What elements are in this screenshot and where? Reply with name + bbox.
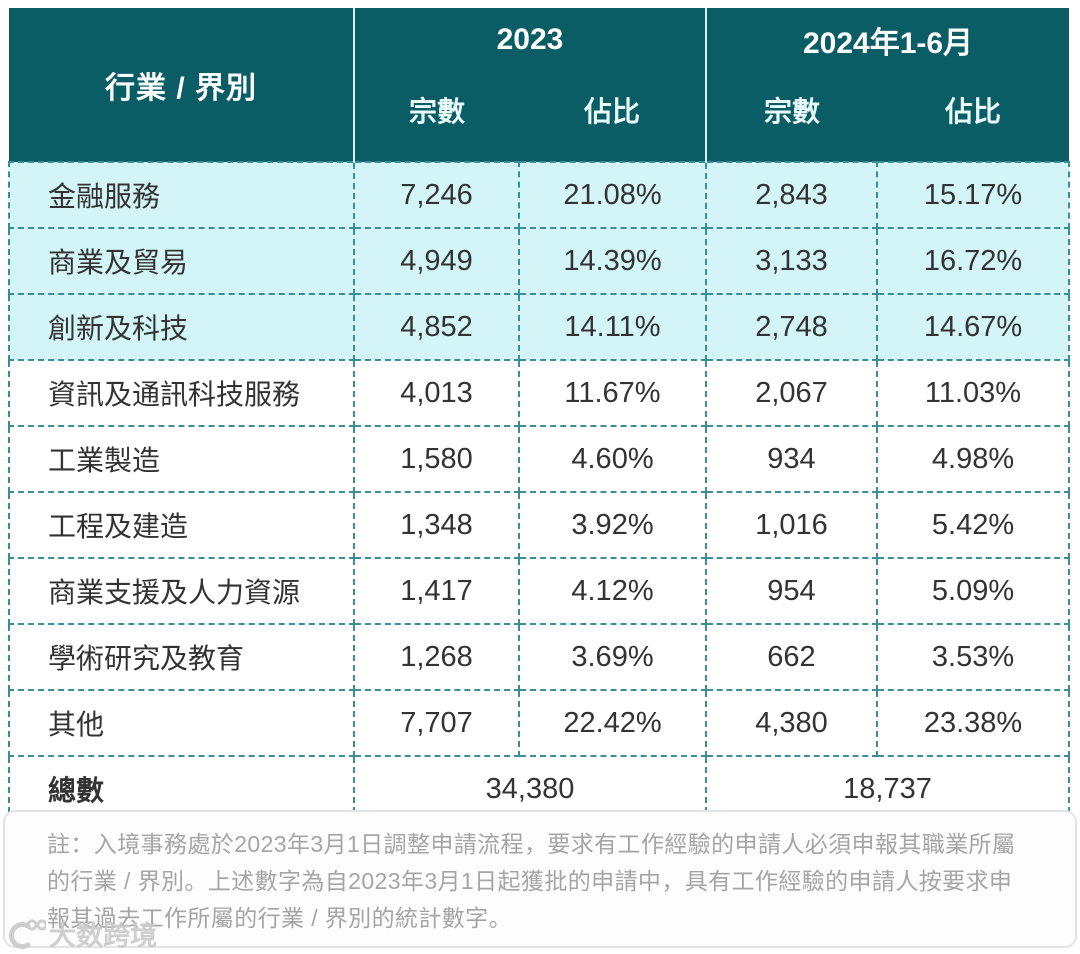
cases-2023-cell: 1,580 <box>353 425 520 493</box>
industry-cell: 創新及科技 <box>8 293 355 361</box>
cases-2023-cell: 4,852 <box>353 293 520 361</box>
cases-2023-cell: 4,949 <box>353 227 520 295</box>
cases-2023-cell: 4,013 <box>353 359 520 427</box>
cases-2023-cell: 1,268 <box>353 623 520 691</box>
header-year-2023: 2023 <box>353 8 706 72</box>
table-row: 工程及建造 1,348 3.92% 1,016 5.42% <box>8 491 1071 559</box>
industry-cell: 資訊及通訊科技服務 <box>8 359 355 427</box>
cases-2024-cell: 2,843 <box>705 161 878 229</box>
share-2024-cell: 11.03% <box>875 359 1071 427</box>
share-2024-cell: 3.53% <box>875 623 1071 691</box>
share-2023-cell: 14.11% <box>518 293 707 361</box>
industry-cell: 商業支援及人力資源 <box>8 557 355 625</box>
industry-stats-table: 行業 / 界別 2023 2024年1-6月 宗數 佔比 宗數 佔比 金融服務 … <box>8 8 1071 823</box>
cases-2023-cell: 1,417 <box>353 557 520 625</box>
cases-2024-cell: 4,380 <box>705 689 878 757</box>
header-industry: 行業 / 界別 <box>9 8 354 162</box>
table-row: 商業及貿易 4,949 14.39% 3,133 16.72% <box>8 227 1071 295</box>
cases-2024-cell: 3,133 <box>705 227 878 295</box>
cases-2024-cell: 2,067 <box>705 359 878 427</box>
cases-2023-cell: 7,707 <box>353 689 520 757</box>
table-row: 工業製造 1,580 4.60% 934 4.98% <box>8 425 1071 493</box>
header-share-2023: 佔比 <box>519 72 706 162</box>
table-row: 學術研究及教育 1,268 3.69% 662 3.53% <box>8 623 1071 691</box>
industry-cell: 其他 <box>8 689 355 757</box>
share-2024-cell: 5.42% <box>875 491 1071 559</box>
footnote-box: 註：入境事務處於2023年3月1日調整申請流程，要求有工作經驗的申請人必須申報其… <box>3 810 1077 948</box>
cases-2024-cell: 934 <box>705 425 878 493</box>
header-year-2024: 2024年1-6月 <box>704 8 1070 72</box>
share-2023-cell: 3.92% <box>518 491 707 559</box>
cases-2024-cell: 1,016 <box>705 491 878 559</box>
cases-2024-cell: 2,748 <box>705 293 878 361</box>
industry-cell: 學術研究及教育 <box>8 623 355 691</box>
share-2024-cell: 14.67% <box>875 293 1071 361</box>
cases-2024-cell: 954 <box>705 557 878 625</box>
cases-2023-cell: 1,348 <box>353 491 520 559</box>
industry-cell: 商業及貿易 <box>8 227 355 295</box>
table-row: 創新及科技 4,852 14.11% 2,748 14.67% <box>8 293 1071 361</box>
watermark-text: 大数跨境 <box>49 921 157 951</box>
share-2023-cell: 22.42% <box>518 689 707 757</box>
share-2023-cell: 4.60% <box>518 425 707 493</box>
share-2024-cell: 5.09% <box>875 557 1071 625</box>
share-2024-cell: 4.98% <box>875 425 1071 493</box>
table-header: 行業 / 界別 2023 2024年1-6月 宗數 佔比 宗數 佔比 <box>9 8 1070 162</box>
share-2023-cell: 11.67% <box>518 359 707 427</box>
header-share-2024: 佔比 <box>877 72 1070 162</box>
watermark: 大数跨境 <box>4 914 157 953</box>
footnote-text: 註：入境事務處於2023年3月1日調整申請流程，要求有工作經驗的申請人必須申報其… <box>47 831 1016 931</box>
table-body: 金融服務 7,246 21.08% 2,843 15.17% 商業及貿易 4,9… <box>8 161 1071 823</box>
share-2023-cell: 3.69% <box>518 623 707 691</box>
table-row: 金融服務 7,246 21.08% 2,843 15.17% <box>8 161 1071 229</box>
share-2024-cell: 23.38% <box>875 689 1071 757</box>
header-cases-2024: 宗數 <box>705 72 877 162</box>
industry-cell: 金融服務 <box>8 161 355 229</box>
cases-2023-cell: 7,246 <box>353 161 520 229</box>
share-2023-cell: 21.08% <box>518 161 707 229</box>
brand-logo-icon <box>4 918 46 950</box>
share-2023-cell: 4.12% <box>518 557 707 625</box>
share-2023-cell: 14.39% <box>518 227 707 295</box>
table-row: 資訊及通訊科技服務 4,013 11.67% 2,067 11.03% <box>8 359 1071 427</box>
header-cases-2023: 宗數 <box>353 72 519 162</box>
industry-cell: 工程及建造 <box>8 491 355 559</box>
industry-cell: 工業製造 <box>8 425 355 493</box>
share-2024-cell: 15.17% <box>875 161 1071 229</box>
table-row: 商業支援及人力資源 1,417 4.12% 954 5.09% <box>8 557 1071 625</box>
table-row: 其他 7,707 22.42% 4,380 23.38% <box>8 689 1071 757</box>
share-2024-cell: 16.72% <box>875 227 1071 295</box>
cases-2024-cell: 662 <box>705 623 878 691</box>
